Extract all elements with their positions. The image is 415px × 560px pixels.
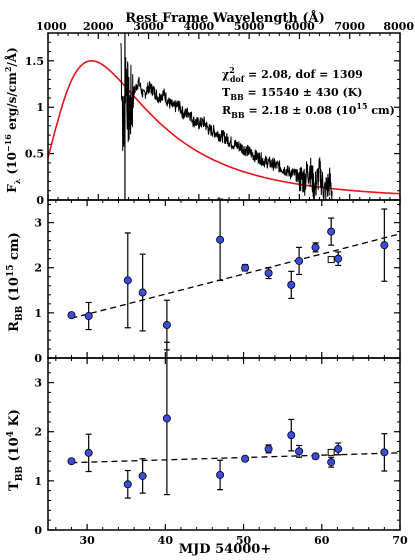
top-x-tick-label: 5000	[234, 20, 265, 33]
top-x-tick-label: 2000	[83, 20, 114, 33]
data-point	[216, 470, 225, 479]
y-tick-label: 0	[36, 194, 44, 207]
data-point	[123, 480, 132, 489]
data-point	[287, 431, 296, 440]
y-tick-label: 1.5	[25, 55, 44, 68]
top-x-tick-label: 3000	[133, 20, 164, 33]
radius-ylabel: RBB (1015 cm)	[6, 232, 25, 332]
data-point	[241, 263, 250, 272]
data-point	[241, 454, 250, 463]
data-point	[380, 241, 389, 250]
y-tick-label: 2	[34, 426, 42, 439]
data-point	[295, 256, 304, 265]
data-point	[123, 276, 132, 285]
y-tick-label: 1	[36, 101, 44, 114]
y-tick-label: 1	[34, 307, 42, 320]
spectrum-panel: 1000 2000 3000 4000 5000 6000 7000 8000 0 0.5 1 1.5	[25, 20, 414, 207]
chi2-annotation: χ2 dof = 2.08, dof = 1309	[222, 65, 363, 84]
bottom-axis-title: MJD 54000+	[179, 542, 271, 557]
data-point	[138, 471, 147, 480]
data-point	[334, 444, 343, 453]
data-point	[216, 235, 225, 244]
data-point	[264, 444, 273, 453]
radius-panel: 0 1 2 3	[34, 198, 401, 365]
data-point	[287, 280, 296, 289]
data-point	[327, 227, 336, 236]
data-point	[295, 447, 304, 456]
panel-frame	[47, 357, 401, 531]
y-tick-label: 2	[34, 262, 42, 275]
data-point	[334, 254, 343, 263]
observed-spectrum-line	[120, 43, 333, 201]
data-point	[67, 457, 76, 466]
data-point	[380, 448, 389, 457]
fit-annotations: χ2 dof = 2.08, dof = 1309 TBB = 15540 ± 4…	[222, 65, 395, 120]
panel-frame	[47, 199, 401, 359]
y-tick-label: 3	[34, 217, 42, 230]
blackbody-fit-line	[47, 59, 401, 195]
data-point	[264, 269, 273, 278]
top-axis-title: Rest Frame Wavelength (Å)	[125, 10, 325, 26]
y-tick-label: 0	[34, 352, 42, 365]
x-tick-label: 30	[79, 534, 95, 547]
trend-line	[71, 233, 401, 319]
tbb-annotation: TBB = 15540 ± 430 (K)	[222, 86, 363, 102]
data-point	[84, 312, 93, 321]
data-point	[311, 452, 320, 461]
data-point	[138, 288, 147, 297]
open-square-marker	[327, 256, 335, 264]
y-tick-label: 3	[34, 377, 42, 390]
top-x-tick-label: 6000	[284, 20, 315, 33]
y-tick-label: 1	[34, 475, 42, 488]
x-tick-label: 40	[158, 534, 174, 547]
temperature-panel: 30 40 50 60 70 0 1 2 3	[34, 341, 408, 547]
y-tick-label: 0.5	[25, 148, 44, 161]
x-tick-label: 70	[392, 534, 408, 547]
data-point	[67, 311, 76, 320]
spectrum-ylabel: Fλ (10−16 erg/s/cm2/Å)	[3, 47, 22, 193]
top-x-tick-label: 8000	[383, 20, 414, 33]
trend-line	[71, 452, 401, 464]
top-x-tick-label: 4000	[184, 20, 215, 33]
top-x-tick-label: 1000	[36, 20, 67, 33]
y-tick-label: 0	[34, 524, 42, 537]
data-point	[311, 243, 320, 252]
x-tick-label: 60	[314, 534, 330, 547]
data-point	[84, 448, 93, 457]
top-x-tick-label: 7000	[334, 20, 365, 33]
data-point	[162, 414, 171, 423]
x-tick-label: 50	[236, 534, 252, 547]
open-square-marker	[327, 448, 335, 456]
data-point	[327, 458, 336, 467]
temperature-ylabel: TBB (104 K)	[6, 409, 25, 491]
rbb-annotation: RBB = 2.18 ± 0.08 (1015 cm)	[222, 101, 395, 120]
data-point	[162, 321, 171, 330]
